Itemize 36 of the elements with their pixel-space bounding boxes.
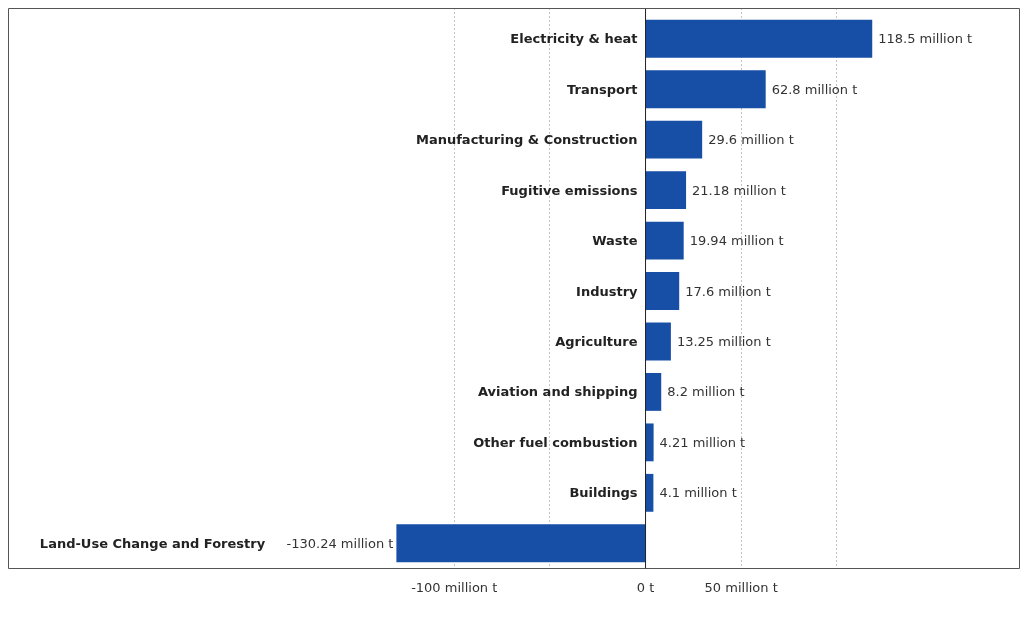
bar (645, 221, 684, 260)
y-tick-label: Buildings (569, 485, 638, 501)
bar (645, 171, 687, 210)
bar (645, 272, 680, 310)
y-tick-label: Fugitive emissions (501, 182, 638, 198)
y-tick-label: Other fuel combustion (473, 434, 638, 450)
y-tick-label: Aviation and shipping (477, 384, 638, 400)
y-tick-label: Agriculture (555, 333, 638, 349)
bar (645, 423, 654, 462)
bar (645, 120, 703, 159)
y-tick-label: Waste (592, 233, 638, 249)
data-label: 62.8 million t (771, 81, 858, 97)
bar (645, 473, 654, 512)
bar (645, 19, 873, 58)
x-tick-label: 0 t (636, 579, 655, 595)
data-label: 118.5 million t (878, 31, 973, 47)
bar (645, 373, 662, 411)
data-label: 21.18 million t (692, 182, 786, 198)
bar (645, 70, 766, 109)
x-tick-label: 50 million t (704, 579, 778, 595)
y-tick-label: Manufacturing & Construction (416, 132, 638, 148)
y-tick-label: Industry (576, 283, 639, 299)
data-label: 29.6 million t (708, 132, 794, 148)
data-label: 4.21 million t (659, 434, 746, 450)
data-label: 17.6 million t (685, 283, 771, 299)
data-label: 8.2 million t (667, 384, 745, 400)
y-tick-label: Electricity & heat (510, 31, 638, 47)
data-label: 4.1 million t (659, 485, 737, 501)
data-label: 13.25 million t (676, 333, 771, 349)
x-tick-label: -100 million t (411, 579, 498, 595)
y-tick-label: Land-Use Change and Forestry (39, 535, 266, 551)
bar (645, 322, 671, 361)
bar (396, 524, 646, 563)
data-label: 19.94 million t (689, 233, 784, 249)
y-tick-label: Transport (567, 81, 638, 97)
data-label: -130.24 million t (286, 535, 394, 551)
